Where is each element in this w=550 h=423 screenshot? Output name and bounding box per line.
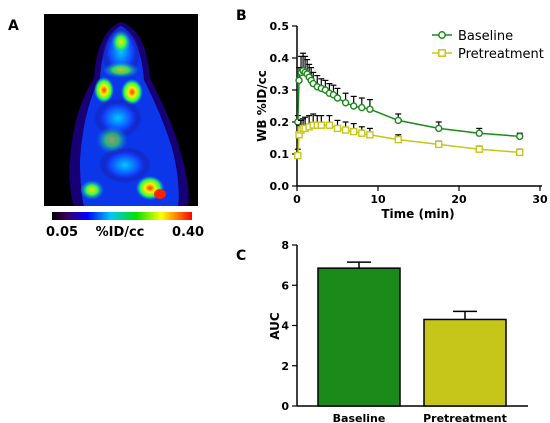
legend-pretreatment-marker: [438, 49, 446, 57]
y-tick-label: 8: [281, 239, 289, 252]
pretreatment-bar: [423, 318, 507, 407]
baseline-point: [350, 102, 358, 110]
colorbar: [52, 212, 192, 220]
pet-image: [44, 14, 198, 206]
y-tick-label: 0.1: [270, 148, 290, 161]
bar-chart: 0 2 4 6 8 AUC Baseline Pretreatment: [268, 239, 528, 423]
pretreatment-point: [333, 124, 342, 133]
x-axis-label: Time (min): [381, 207, 454, 221]
pretreatment-point: [516, 148, 524, 157]
x-tick-label: 10: [370, 193, 386, 206]
baseline-point: [341, 99, 350, 107]
y-tick-label: 0: [281, 400, 289, 413]
panel-c-label: C: [236, 248, 247, 264]
pretreatment-point: [350, 127, 358, 136]
x-tick-label: 0: [293, 193, 301, 206]
y-axis-label: WB %ID/cc: [255, 70, 269, 142]
baseline-point: [435, 124, 443, 133]
panel-b-label: B: [236, 8, 247, 24]
y-tick-label: 6: [281, 279, 289, 292]
y-tick-label: 0.4: [270, 52, 290, 65]
pretreatment-category-label: Pretreatment: [423, 412, 507, 423]
baseline-point: [295, 76, 303, 85]
colorbar-unit-label: %ID/cc: [96, 225, 145, 240]
pretreatment-point: [394, 135, 402, 144]
line-chart: 0.0 0.1 0.2 0.3 0.4 0.5 0 10 20 30 Time (min) WB…: [255, 20, 548, 221]
pretreatment-point: [294, 151, 302, 160]
y-tick-label: 0.2: [270, 116, 290, 129]
baseline-category-label: Baseline: [333, 412, 386, 423]
legend-baseline-label: Baseline: [458, 29, 513, 44]
panel-a-label: A: [8, 18, 19, 34]
legend-baseline-marker: [438, 31, 446, 39]
colorbar-max-label: 0.40: [172, 225, 204, 240]
baseline-point: [394, 116, 402, 125]
pretreatment-point: [435, 140, 443, 149]
baseline-point: [333, 94, 342, 102]
pretreatment-point: [366, 131, 374, 139]
y-axis-label: AUC: [268, 312, 282, 340]
y-tick-label: 2: [281, 360, 289, 373]
pretreatment-point: [317, 121, 325, 129]
x-tick-label: 20: [451, 193, 467, 206]
baseline-point: [516, 132, 524, 141]
pretreatment-series-line: [297, 124, 520, 156]
x-tick-label: 30: [532, 193, 548, 206]
y-tick-label: 0.3: [270, 84, 290, 97]
baseline-point: [358, 103, 366, 112]
y-tick-label: 4: [281, 320, 289, 333]
y-tick-label: 0.0: [270, 180, 290, 193]
pretreatment-point: [475, 145, 483, 153]
pretreatment-point: [341, 126, 350, 134]
y-tick-label: 0.5: [270, 20, 290, 33]
legend-pretreatment-label: Pretreatment: [458, 47, 544, 62]
baseline-point: [475, 129, 483, 137]
pretreatment-point: [325, 121, 334, 129]
legend: Baseline Pretreatment: [432, 29, 544, 62]
pretreatment-point: [358, 129, 366, 137]
baseline-point: [366, 105, 374, 113]
colorbar-min-label: 0.05: [46, 225, 78, 240]
baseline-bar: [317, 267, 401, 407]
